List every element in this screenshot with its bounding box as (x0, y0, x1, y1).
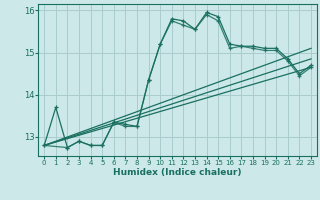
X-axis label: Humidex (Indice chaleur): Humidex (Indice chaleur) (113, 168, 242, 177)
